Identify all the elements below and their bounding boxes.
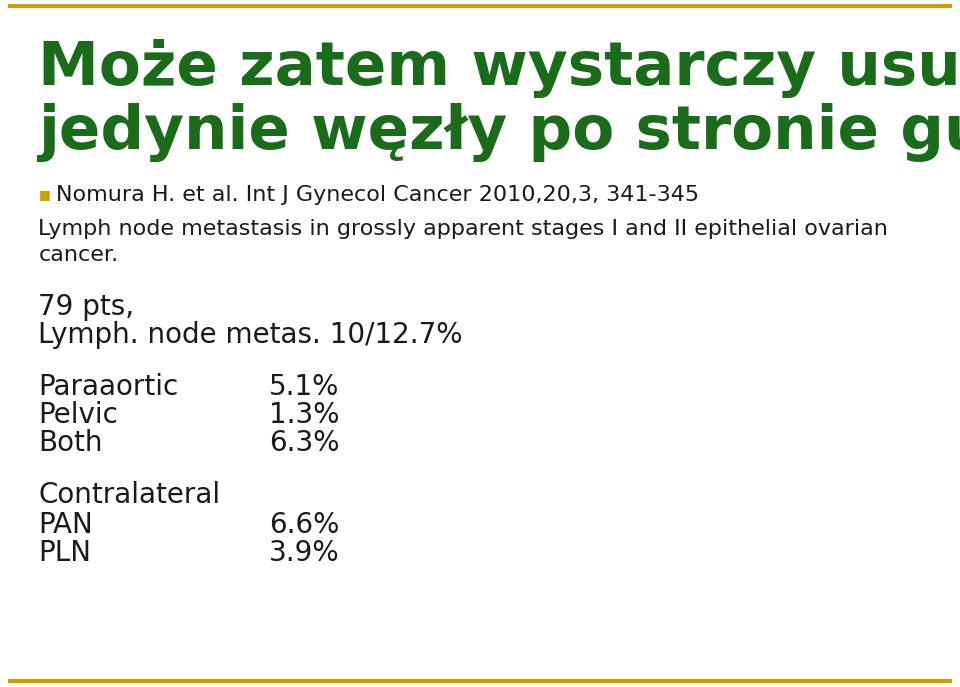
Text: 6.3%: 6.3%	[269, 429, 339, 457]
Text: 5.1%: 5.1%	[269, 373, 339, 401]
Text: Lymph. node metas. 10/12.7%: Lymph. node metas. 10/12.7%	[38, 321, 463, 349]
Text: 1.3%: 1.3%	[269, 401, 339, 429]
Text: Paraaortic: Paraaortic	[38, 373, 179, 401]
Text: Pelvic: Pelvic	[38, 401, 118, 429]
Text: Contralateral: Contralateral	[38, 481, 221, 509]
Text: cancer.: cancer.	[38, 245, 118, 265]
Text: Może zatem wystarczy usuwać: Może zatem wystarczy usuwać	[38, 36, 960, 98]
Text: jedynie węzły po stronie guza?: jedynie węzły po stronie guza?	[38, 102, 960, 161]
Text: Nomura H. et al. Int J Gynecol Cancer 2010,20,3, 341-345: Nomura H. et al. Int J Gynecol Cancer 20…	[57, 185, 700, 205]
Text: 3.9%: 3.9%	[269, 539, 340, 567]
Text: Both: Both	[38, 429, 103, 457]
Text: PAN: PAN	[38, 511, 93, 539]
Text: 79 pts,: 79 pts,	[38, 293, 134, 321]
Text: 6.6%: 6.6%	[269, 511, 339, 539]
Text: ■: ■	[38, 188, 50, 201]
Text: PLN: PLN	[38, 539, 91, 567]
Text: Lymph node metastasis in grossly apparent stages I and II epithelial ovarian: Lymph node metastasis in grossly apparen…	[38, 219, 888, 239]
